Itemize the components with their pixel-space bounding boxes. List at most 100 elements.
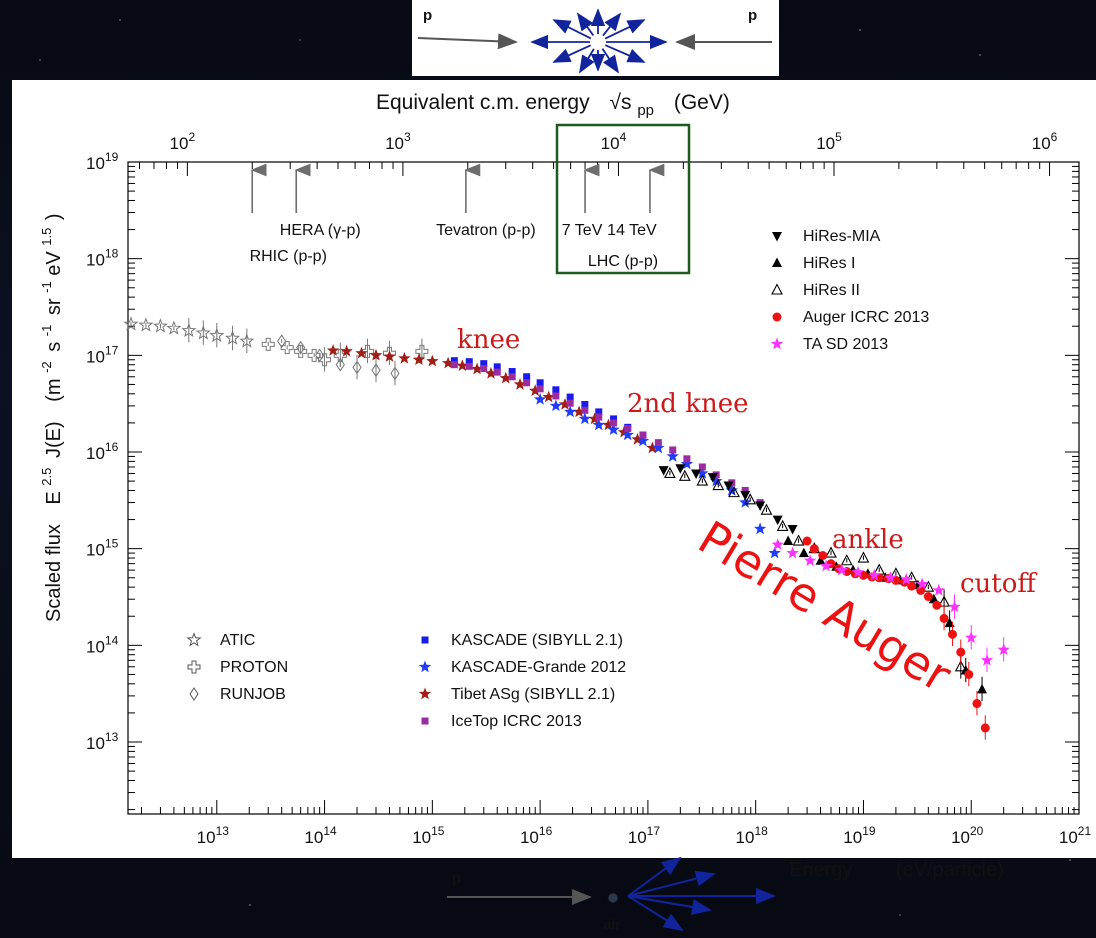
data-point [465, 358, 473, 366]
accelerator-label: Tevatron (p-p) [436, 222, 536, 239]
data-point [669, 446, 677, 454]
legend-right-marker [772, 257, 782, 267]
data-point [675, 464, 686, 474]
data-point [680, 457, 694, 470]
data-point [857, 551, 870, 563]
legend-middle-marker [421, 636, 429, 644]
data-point [868, 568, 881, 581]
series-kascade-grande-2012 [533, 392, 781, 559]
accelerator-label: HERA (γ-p) [280, 222, 361, 239]
data-point [340, 344, 353, 357]
data-point [809, 544, 819, 554]
series-hires-mia [658, 464, 798, 535]
data-point [533, 392, 547, 405]
data-point [691, 469, 702, 479]
y-axis-title-E-exp: 2.5 [39, 468, 54, 486]
y-axis-title-eV-exp: 1.5 [39, 228, 54, 246]
y-axis-title-main: Scaled flux [43, 524, 65, 622]
data-point [977, 683, 988, 694]
data-point [798, 547, 809, 558]
lhc-highlight-box [555, 123, 691, 275]
data-point [771, 538, 784, 550]
data-point [390, 366, 400, 381]
x-tick-label: 1021 [1059, 824, 1092, 847]
data-point [740, 490, 751, 501]
y-axis-title-sr-exp: -1 [39, 281, 54, 293]
data-point [891, 575, 901, 585]
data-point [277, 334, 287, 349]
series-atic [123, 316, 255, 354]
data-point [658, 466, 669, 476]
data-point [741, 486, 749, 494]
data-point [825, 546, 837, 558]
x-tick-label: 1018 [736, 824, 769, 847]
data-point [725, 484, 738, 496]
data-point [355, 346, 368, 359]
y-tick-label: 1017 [86, 343, 119, 366]
data-point [900, 573, 913, 585]
data-point [915, 577, 929, 590]
legend-middle-label: Tibet ASg (SIBYLL 2.1) [451, 686, 615, 703]
data-point [815, 555, 826, 565]
legend-middle-label: KASCADE (SIBYLL 2.1) [451, 632, 623, 649]
incoming-proton-left-arrow [417, 33, 518, 50]
y-axis-title-E: E [43, 491, 65, 504]
p-air-collision-diagram: p air [447, 856, 776, 932]
shower-particle-arrow [627, 856, 682, 897]
legend-right-marker [770, 337, 784, 350]
data-point [760, 503, 773, 515]
top-tick-label: 102 [170, 130, 196, 153]
data-point [972, 699, 982, 709]
data-point [542, 390, 555, 403]
shower-particle-arrow [627, 895, 684, 932]
shower-particle-arrow [627, 870, 716, 897]
secondary-particle-arrow [604, 19, 646, 40]
data-point [239, 333, 255, 348]
legend-right-label: Auger ICRC 2013 [803, 309, 929, 326]
data-series [123, 316, 1010, 740]
data-point [456, 359, 469, 371]
data-point [723, 481, 734, 492]
top-tick-label: 104 [601, 130, 627, 153]
legend-middle-label: IceTop ICRC 2013 [451, 713, 582, 730]
data-point [523, 373, 531, 381]
top-axis-title-sub: pp [637, 102, 654, 119]
top-axis-title-sqrt: √s [609, 91, 631, 114]
x-tick-label: 1014 [304, 824, 337, 847]
data-point [610, 419, 618, 427]
data-point [484, 366, 498, 379]
data-point [581, 406, 589, 414]
data-point [739, 496, 752, 508]
diagram-bottom-air: air [603, 916, 621, 932]
data-point [683, 455, 691, 463]
diagram-bottom-p: p [452, 870, 461, 887]
data-point [947, 629, 957, 639]
data-point [678, 469, 691, 481]
data-point [646, 441, 659, 454]
data-point [932, 583, 945, 596]
accelerator-label: RHIC (p-p) [250, 248, 327, 265]
x-tick-label: 1017 [628, 824, 661, 847]
data-point [997, 643, 1010, 655]
data-point [426, 354, 439, 367]
data-point [523, 379, 531, 387]
data-point [965, 631, 978, 643]
data-point [412, 353, 426, 365]
legend-middle-marker [421, 717, 429, 725]
legend-middle-label: KASCADE-Grande 2012 [451, 659, 626, 676]
annotation-knee: knee [457, 325, 520, 355]
data-point [566, 393, 574, 401]
series-tibet-asg-sibyll-2-1- [326, 344, 659, 454]
y-axis-title-unit-close: ) [43, 213, 65, 220]
legend-right-marker [772, 232, 782, 242]
data-point [698, 463, 706, 471]
y-axis-title-s-exp: -1 [39, 325, 54, 337]
data-point [768, 546, 781, 559]
data-point [802, 536, 812, 546]
data-point [383, 350, 396, 362]
accelerator-markers: HERA (γ-p) RHIC (p-p) Tevatron (p-p) 7 TeV 1… [250, 163, 665, 265]
data-point [932, 600, 942, 610]
top-axis-title: Equivalent c.m. energy √s pp (GeV) [376, 91, 730, 120]
data-point [326, 344, 340, 356]
data-point [851, 565, 865, 578]
